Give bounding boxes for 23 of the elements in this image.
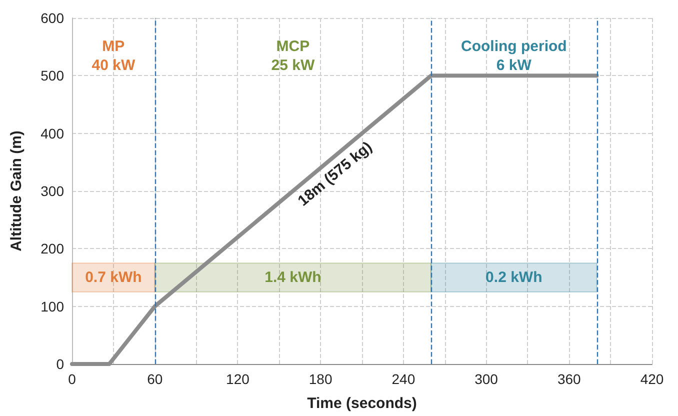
y-tick-label: 300 (40, 183, 64, 199)
x-tick-label: 240 (392, 371, 416, 387)
x-tick-label: 420 (640, 371, 664, 387)
y-tick-label: 600 (40, 10, 64, 26)
y-tick-label: 100 (40, 298, 64, 314)
x-axis-title: Time (seconds) (307, 395, 417, 412)
x-tick-label: 60 (147, 371, 163, 387)
annotation: MP 40 kW (92, 38, 136, 74)
band-label: 1.4 kWh (264, 269, 322, 286)
annotation: MCP 25 kW (271, 38, 316, 74)
y-axis-title: Altitude Gain (m) (8, 130, 25, 252)
x-tick-label: 180 (308, 371, 332, 387)
y-tick-label: 400 (40, 125, 64, 142)
x-tick-label: 300 (474, 371, 498, 387)
x-tick-label: 120 (226, 371, 250, 387)
band-label: 0.2 kWh (486, 269, 542, 286)
x-tick-label: 360 (557, 371, 582, 387)
y-tick-label: 0 (56, 356, 64, 372)
band-label: 0.7 kWh (85, 269, 142, 286)
y-tick-label: 200 (40, 240, 64, 257)
annotation: Cooling period 6 kW (460, 38, 567, 74)
x-tick-label: 0 (68, 371, 76, 387)
y-tick-label: 500 (40, 68, 64, 84)
